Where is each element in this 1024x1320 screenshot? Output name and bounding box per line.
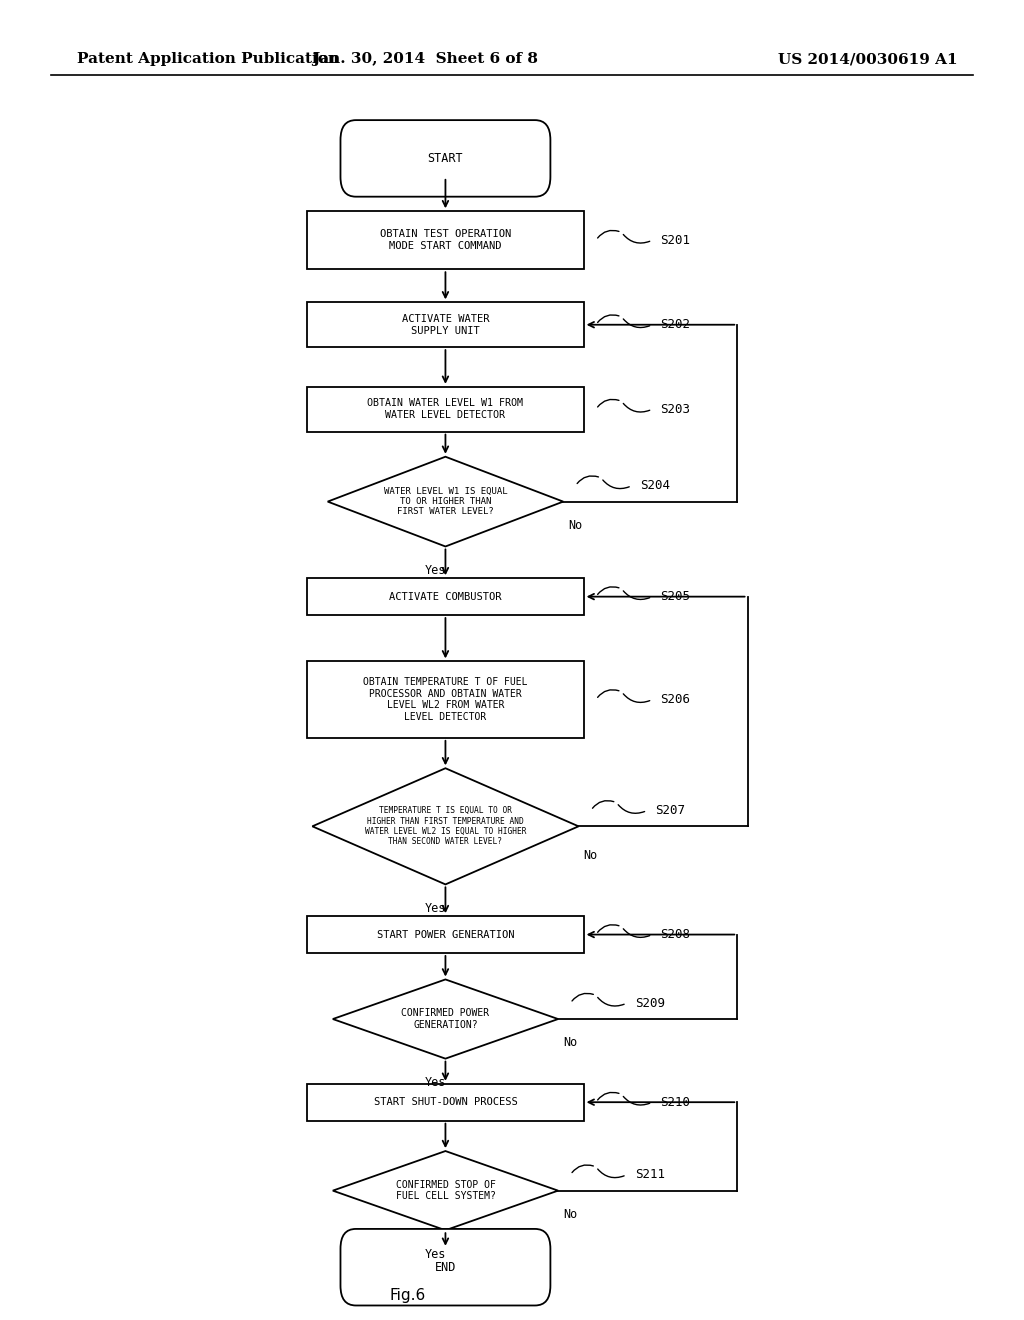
Bar <box>307 916 584 953</box>
Text: TEMPERATURE T IS EQUAL TO OR
HIGHER THAN FIRST TEMPERATURE AND
WATER LEVEL WL2 I: TEMPERATURE T IS EQUAL TO OR HIGHER THAN… <box>365 807 526 846</box>
Text: CONFIRMED POWER
GENERATION?: CONFIRMED POWER GENERATION? <box>401 1008 489 1030</box>
Text: S204: S204 <box>640 479 670 492</box>
Text: S211: S211 <box>635 1168 665 1181</box>
Text: US 2014/0030619 A1: US 2014/0030619 A1 <box>778 53 957 66</box>
Polygon shape <box>333 1151 558 1230</box>
Text: Yes: Yes <box>425 1247 445 1261</box>
Bar <box>307 578 584 615</box>
Polygon shape <box>333 979 558 1059</box>
Text: No: No <box>584 849 598 862</box>
Polygon shape <box>328 457 563 546</box>
Text: S205: S205 <box>660 590 690 603</box>
Text: Patent Application Publication: Patent Application Publication <box>77 53 339 66</box>
Text: No: No <box>563 1208 578 1221</box>
Text: S201: S201 <box>660 234 690 247</box>
Text: Yes: Yes <box>425 902 445 915</box>
Text: Yes: Yes <box>425 1076 445 1089</box>
FancyBboxPatch shape <box>340 1229 551 1305</box>
Text: S206: S206 <box>660 693 690 706</box>
Text: START SHUT-DOWN PROCESS: START SHUT-DOWN PROCESS <box>374 1097 517 1107</box>
Text: S207: S207 <box>655 804 685 817</box>
Text: No: No <box>563 1036 578 1049</box>
Bar <box>307 211 584 269</box>
Text: S203: S203 <box>660 403 690 416</box>
Text: WATER LEVEL W1 IS EQUAL
TO OR HIGHER THAN
FIRST WATER LEVEL?: WATER LEVEL W1 IS EQUAL TO OR HIGHER THA… <box>384 487 507 516</box>
Text: S209: S209 <box>635 997 665 1010</box>
Text: CONFIRMED STOP OF
FUEL CELL SYSTEM?: CONFIRMED STOP OF FUEL CELL SYSTEM? <box>395 1180 496 1201</box>
Text: ACTIVATE COMBUSTOR: ACTIVATE COMBUSTOR <box>389 591 502 602</box>
Text: START: START <box>428 152 463 165</box>
Text: No: No <box>568 519 583 532</box>
Text: OBTAIN WATER LEVEL W1 FROM
WATER LEVEL DETECTOR: OBTAIN WATER LEVEL W1 FROM WATER LEVEL D… <box>368 399 523 420</box>
FancyBboxPatch shape <box>340 120 551 197</box>
Text: S210: S210 <box>660 1096 690 1109</box>
Bar <box>307 661 584 738</box>
Bar <box>307 302 584 347</box>
Text: OBTAIN TEMPERATURE T OF FUEL
PROCESSOR AND OBTAIN WATER
LEVEL WL2 FROM WATER
LEV: OBTAIN TEMPERATURE T OF FUEL PROCESSOR A… <box>364 677 527 722</box>
Bar <box>307 1084 584 1121</box>
Text: S202: S202 <box>660 318 690 331</box>
Text: ACTIVATE WATER
SUPPLY UNIT: ACTIVATE WATER SUPPLY UNIT <box>401 314 489 335</box>
Polygon shape <box>312 768 579 884</box>
Text: OBTAIN TEST OPERATION
MODE START COMMAND: OBTAIN TEST OPERATION MODE START COMMAND <box>380 230 511 251</box>
Text: S208: S208 <box>660 928 690 941</box>
Text: END: END <box>435 1261 456 1274</box>
Text: Fig.6: Fig.6 <box>389 1288 425 1303</box>
Text: Jan. 30, 2014  Sheet 6 of 8: Jan. 30, 2014 Sheet 6 of 8 <box>312 53 538 66</box>
Text: Yes: Yes <box>425 564 445 577</box>
Text: START POWER GENERATION: START POWER GENERATION <box>377 929 514 940</box>
Bar <box>307 387 584 432</box>
